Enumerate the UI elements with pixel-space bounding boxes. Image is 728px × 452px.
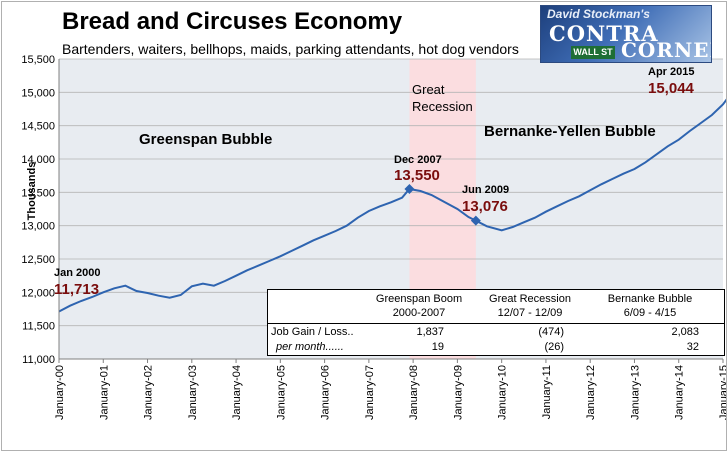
logo-word-contra: CONTRA bbox=[549, 21, 659, 46]
table-row1-label: Job Gain / Loss.. bbox=[271, 326, 354, 338]
table-row2-value: 32 bbox=[686, 341, 699, 353]
x-tick-label: January-06 bbox=[320, 365, 332, 420]
x-tick-label: January-00 bbox=[54, 365, 66, 420]
y-tick-label: 11,500 bbox=[22, 321, 55, 333]
job-gain-table: Greenspan Boom 2000-2007 Great Recession… bbox=[267, 289, 725, 356]
x-tick-label: January-03 bbox=[187, 365, 199, 420]
annotation-great-line1: Great bbox=[412, 82, 445, 97]
y-tick-label: 12,500 bbox=[21, 254, 55, 266]
x-tick-label: January-13 bbox=[629, 365, 641, 420]
x-tick-label: January-07 bbox=[364, 365, 376, 420]
x-tick-label: January-02 bbox=[143, 365, 155, 420]
contra-corner-logo: David Stockman's CONTRA WALL ST CORNER bbox=[540, 5, 712, 63]
x-tick-label: January-05 bbox=[275, 365, 287, 420]
logo-street-sign: WALL ST bbox=[571, 46, 615, 59]
x-tick-label: January-11 bbox=[541, 365, 553, 419]
table-col1-title: Greenspan Boom bbox=[375, 293, 463, 305]
table-row2-value: (26) bbox=[544, 341, 564, 353]
x-tick-label: January-09 bbox=[452, 365, 464, 420]
y-tick-label: 15,000 bbox=[21, 87, 55, 99]
value-jan-2000: 11,713 bbox=[54, 281, 100, 298]
y-tick-label: 14,500 bbox=[21, 121, 55, 133]
y-tick-label: 14,000 bbox=[21, 154, 55, 166]
data-point-marker bbox=[404, 184, 415, 194]
y-tick-label: 12,000 bbox=[21, 287, 55, 299]
table-row1-value: 2,083 bbox=[671, 326, 699, 338]
x-tick-label: January-01 bbox=[98, 365, 110, 420]
x-tick-label: January-14 bbox=[674, 365, 686, 420]
table-col3-range: 6/09 - 4/15 bbox=[623, 307, 677, 319]
y-axis-label: Thousands bbox=[26, 161, 38, 221]
x-tick-label: January-04 bbox=[231, 365, 243, 420]
table-col1-range: 2000-2007 bbox=[392, 307, 446, 319]
y-tick-label: 13,000 bbox=[21, 221, 55, 233]
table-header-rule bbox=[268, 323, 724, 324]
table-col2-title: Great Recession bbox=[489, 293, 571, 305]
x-tick-label: January-12 bbox=[585, 365, 597, 420]
logo-word-corner: CORNER bbox=[621, 38, 711, 62]
annotation-bernanke-yellen-bubble: Bernanke-Yellen Bubble bbox=[484, 123, 656, 140]
chart-subtitle: Bartenders, waiters, bellhops, maids, pa… bbox=[62, 41, 519, 57]
label-jun-2009: Jun 2009 bbox=[462, 184, 510, 196]
logo-author: David Stockman's bbox=[547, 7, 650, 21]
x-tick-label: January-10 bbox=[497, 365, 509, 420]
y-tick-label: 15,500 bbox=[21, 54, 55, 66]
label-jan-2000: Jan 2000 bbox=[54, 267, 101, 279]
value-apr-2015: 15,044 bbox=[648, 80, 694, 97]
annotation-greenspan-bubble: Greenspan Bubble bbox=[139, 131, 273, 148]
table-row1-value: 1,837 bbox=[416, 326, 444, 338]
table-row2-value: 19 bbox=[431, 341, 444, 353]
value-jun-2009: 13,076 bbox=[462, 198, 508, 215]
y-tick-label: 13,500 bbox=[21, 187, 55, 199]
label-apr-2015: Apr 2015 bbox=[648, 66, 695, 78]
y-tick-label: 11,000 bbox=[22, 354, 55, 366]
label-dec-2007: Dec 2007 bbox=[394, 154, 442, 166]
table-col3-title: Bernanke Bubble bbox=[607, 293, 693, 305]
chart-title: Bread and Circuses Economy bbox=[62, 8, 403, 35]
value-dec-2007: 13,550 bbox=[394, 167, 440, 184]
table-row1-value: (474) bbox=[538, 326, 564, 338]
table-col2-range: 12/07 - 12/09 bbox=[497, 307, 563, 319]
x-tick-label: January-08 bbox=[408, 365, 420, 420]
x-tick-label: January-15 bbox=[718, 365, 726, 420]
data-point-marker bbox=[470, 215, 481, 226]
table-row2-label: per month...... bbox=[276, 341, 344, 353]
series-line bbox=[58, 98, 726, 313]
annotation-recession-line2: Recession bbox=[412, 99, 473, 114]
